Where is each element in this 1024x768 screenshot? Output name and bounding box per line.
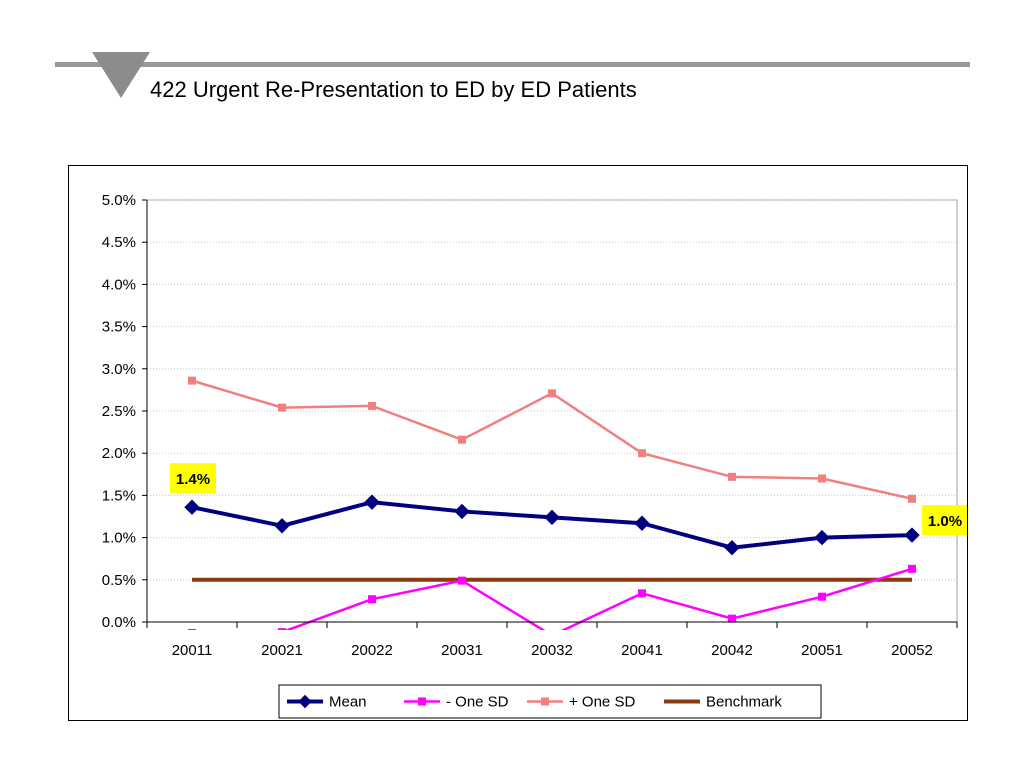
y-tick-label: 0.0%: [102, 614, 136, 631]
data-point: [188, 376, 196, 385]
data-point: [541, 697, 549, 706]
series-one-sd: [188, 564, 916, 640]
header-rule: [55, 62, 970, 67]
data-point: [544, 509, 560, 526]
x-tick-label: 20021: [261, 642, 303, 659]
data-point: [904, 527, 920, 543]
series-line: [191, 379, 913, 500]
x-tick-label: 20022: [351, 642, 393, 659]
legend-label: - One SD: [446, 694, 509, 711]
y-tick-label: 0.5%: [102, 572, 136, 589]
x-tick-label: 20042: [711, 642, 753, 659]
series-line: [284, 567, 913, 630]
data-label-bg: [922, 505, 968, 536]
x-tick-label: 20011: [172, 642, 213, 659]
data-label-bg: [170, 463, 216, 494]
header-triangle-icon: [92, 52, 150, 98]
y-tick-label: 2.5%: [102, 403, 136, 420]
slide-title: 422 Urgent Re-Presentation to ED by ED P…: [150, 77, 637, 102]
data-point: [458, 435, 466, 444]
data-point: [368, 401, 376, 410]
data-point: [638, 449, 646, 458]
data-point: [458, 576, 466, 585]
data-point: [418, 697, 426, 706]
data-point: [278, 403, 286, 412]
y-tick-label: 1.5%: [102, 487, 136, 504]
data-point: [634, 515, 650, 531]
data-point: [728, 472, 736, 481]
data-point: [274, 518, 290, 534]
data-point: [638, 589, 646, 598]
x-tick-label: 20032: [531, 642, 573, 659]
data-point: [548, 389, 556, 398]
x-tick-label: 20052: [891, 642, 933, 659]
data-point: [278, 628, 286, 630]
y-tick-label: 1.0%: [102, 530, 136, 547]
legend-label: Benchmark: [706, 694, 782, 711]
y-tick-label: 3.0%: [102, 361, 136, 378]
data-point: [548, 632, 556, 640]
y-tick-label: 2.0%: [102, 445, 136, 462]
x-tick-label: 20051: [801, 642, 843, 659]
y-tick-label: 4.5%: [102, 234, 136, 251]
data-point: [908, 494, 916, 503]
data-point: [814, 529, 830, 546]
data-point: [908, 564, 916, 573]
y-tick-label: 5.0%: [102, 192, 136, 209]
y-tick-label: 4.0%: [102, 276, 136, 293]
data-point: [364, 494, 380, 510]
data-point: [184, 499, 200, 515]
data-point: [818, 592, 826, 601]
chart-frame: 0.0% 0.5% 1.0% 1.5% 2.0% 2.5% 3.0% 3.5% 4.0% 4.5%…: [68, 165, 968, 721]
data-point: [188, 628, 196, 630]
data-label: 1.0%: [928, 513, 962, 530]
legend-label: Mean: [329, 694, 367, 711]
data-point: [298, 694, 312, 709]
x-tick-label: 20031: [441, 642, 483, 659]
series-one-sd: [188, 376, 916, 503]
x-tick-label: 20041: [621, 642, 663, 659]
data-point: [728, 614, 736, 623]
data-label: 1.4%: [176, 471, 210, 488]
data-point: [454, 503, 470, 520]
data-point: [368, 595, 376, 604]
data-point: [818, 474, 826, 483]
series-mean: [184, 494, 920, 556]
y-tick-label: 3.5%: [102, 319, 136, 336]
data-point: [724, 540, 740, 556]
legend-label: + One SD: [569, 694, 635, 711]
line-chart: 0.0% 0.5% 1.0% 1.5% 2.0% 2.5% 3.0% 3.5% 4.0% 4.5%…: [102, 192, 968, 719]
